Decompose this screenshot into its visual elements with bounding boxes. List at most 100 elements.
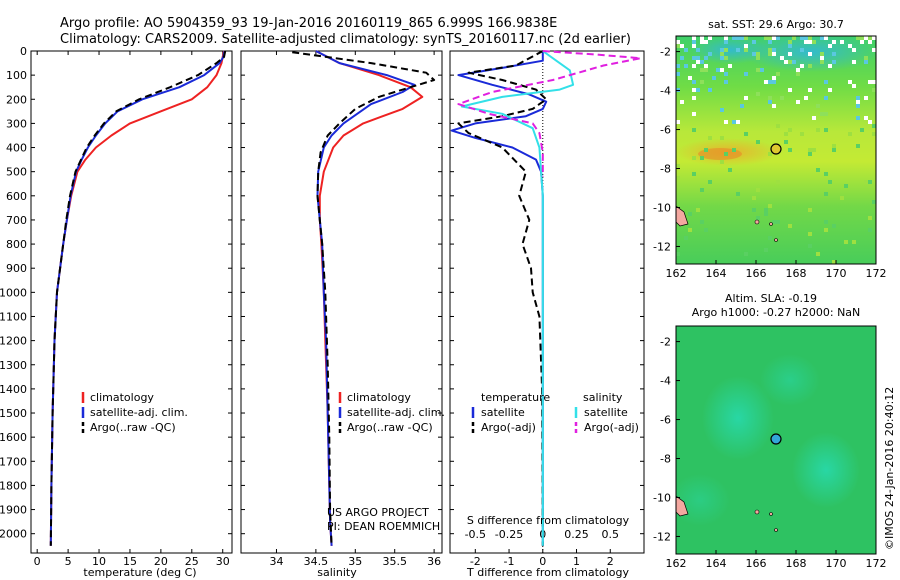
sst-pixel [744, 44, 748, 48]
series-line-1 [315, 50, 416, 546]
sst-pixel [828, 44, 832, 48]
sst-pixel [864, 96, 868, 100]
latitude-tick-label: -8 [660, 453, 671, 466]
sst-pixel [776, 124, 780, 128]
depth-tick-label: 1900 [0, 504, 27, 517]
sst-pixel [804, 96, 808, 100]
longitude-tick-label: 172 [866, 267, 887, 280]
sst-pixel [708, 180, 712, 184]
longitude-tick-label: 170 [826, 267, 847, 280]
sst-pixel [808, 40, 812, 44]
sst-pixel [768, 96, 772, 100]
sst-islet [754, 219, 760, 225]
salinity-chart: 34 34.5 35 35.5 36 climatology satellite-adj. … [241, 50, 445, 568]
sst-pixel [752, 52, 756, 56]
sst-pixel [764, 36, 768, 40]
sla-argo-position-marker [770, 433, 782, 445]
sst-pixel [776, 72, 780, 76]
sla-islet [769, 512, 773, 516]
depth-tick-label: 200 [6, 93, 27, 106]
legend-entry: satellite [584, 406, 628, 419]
sst-pixel [676, 120, 680, 124]
sst-pixel [832, 144, 836, 148]
sst-pixel [676, 72, 680, 76]
salinity-axis-label: salinity [317, 566, 357, 579]
sst-pixel [864, 180, 868, 184]
depth-tick-label: 500 [6, 166, 27, 179]
sst-pixel [772, 220, 776, 224]
sst-pixel [720, 160, 724, 164]
sst-pixel [840, 196, 844, 200]
diff-series-line-0 [450, 51, 548, 546]
sst-pixel [684, 236, 688, 240]
sst-pixel [700, 60, 704, 64]
sst-pixel [700, 80, 704, 84]
sst-pixel [820, 112, 824, 116]
sst-pixel [808, 244, 812, 248]
longitude-tick-label: 170 [826, 557, 847, 570]
sst-pixel [816, 104, 820, 108]
sst-pixel [676, 164, 680, 168]
sst-pixel [772, 52, 776, 56]
sst-pixel [700, 68, 704, 72]
sst-pixel [868, 216, 872, 220]
sst-pixel [816, 252, 820, 256]
latitude-tick-label: -2 [660, 336, 671, 349]
sst-pixel [744, 252, 748, 256]
sst-pixel [820, 36, 824, 40]
sst-pixel [768, 236, 772, 240]
sst-pixel [856, 36, 860, 40]
legend-header-temperature: temperature [481, 391, 550, 404]
sst-pixel [872, 88, 876, 92]
x-tick-label: 10 [92, 555, 106, 568]
sst-pixel [720, 108, 724, 112]
sst-pixel [812, 116, 816, 120]
sst-pixel [780, 96, 784, 100]
longitude-tick-label: 172 [866, 557, 887, 570]
s-tick-label: 0.5 [602, 528, 620, 541]
sst-pixel [772, 104, 776, 108]
sst-pixel [784, 132, 788, 136]
sst-pixel [732, 120, 736, 124]
sst-pixel [768, 80, 772, 84]
x-tick-label: 1 [573, 555, 580, 568]
diff-series-line-1 [457, 50, 548, 546]
depth-tick-label: 2000 [0, 528, 27, 541]
x-tick-label: 34 [269, 555, 283, 568]
sst-pixel [724, 152, 728, 156]
sst-pixel [772, 80, 776, 84]
sst-pixel [784, 60, 788, 64]
sst-pixel [812, 40, 816, 44]
sst-pixel [768, 100, 772, 104]
sst-map-frame [675, 35, 877, 265]
sst-pixel [868, 36, 872, 40]
sst-pixel [744, 72, 748, 76]
sst-pixel [692, 56, 696, 60]
sst-pixel [828, 64, 832, 68]
sst-pixel [776, 36, 780, 40]
latitude-tick-label: -4 [660, 375, 671, 388]
sst-pixel [856, 100, 860, 104]
sla-islet [774, 528, 778, 532]
depth-tick-label: 600 [6, 190, 27, 203]
sst-pixel [768, 36, 772, 40]
x-tick-label: -1 [504, 555, 515, 568]
depth-tick-label: 700 [6, 214, 27, 227]
sst-pixel [724, 36, 728, 40]
sst-pixel [724, 120, 728, 124]
sla-anomaly [702, 376, 774, 460]
sst-pixel [724, 80, 728, 84]
sla-map-title: Altim. SLA: -0.19 [725, 292, 817, 305]
sst-pixel [676, 40, 680, 44]
s-tick-label: -0.25 [495, 528, 523, 541]
depth-tick-label: 1100 [0, 310, 27, 323]
sst-pixel [764, 212, 768, 216]
sst-pixel [820, 52, 824, 56]
sst-pixel [724, 40, 728, 44]
sst-pixel [720, 52, 724, 56]
sst-pixel [680, 100, 684, 104]
sst-pixel [720, 68, 724, 72]
latitude-tick-label: -6 [660, 124, 671, 137]
legend-header-salinity: salinity [583, 391, 623, 404]
